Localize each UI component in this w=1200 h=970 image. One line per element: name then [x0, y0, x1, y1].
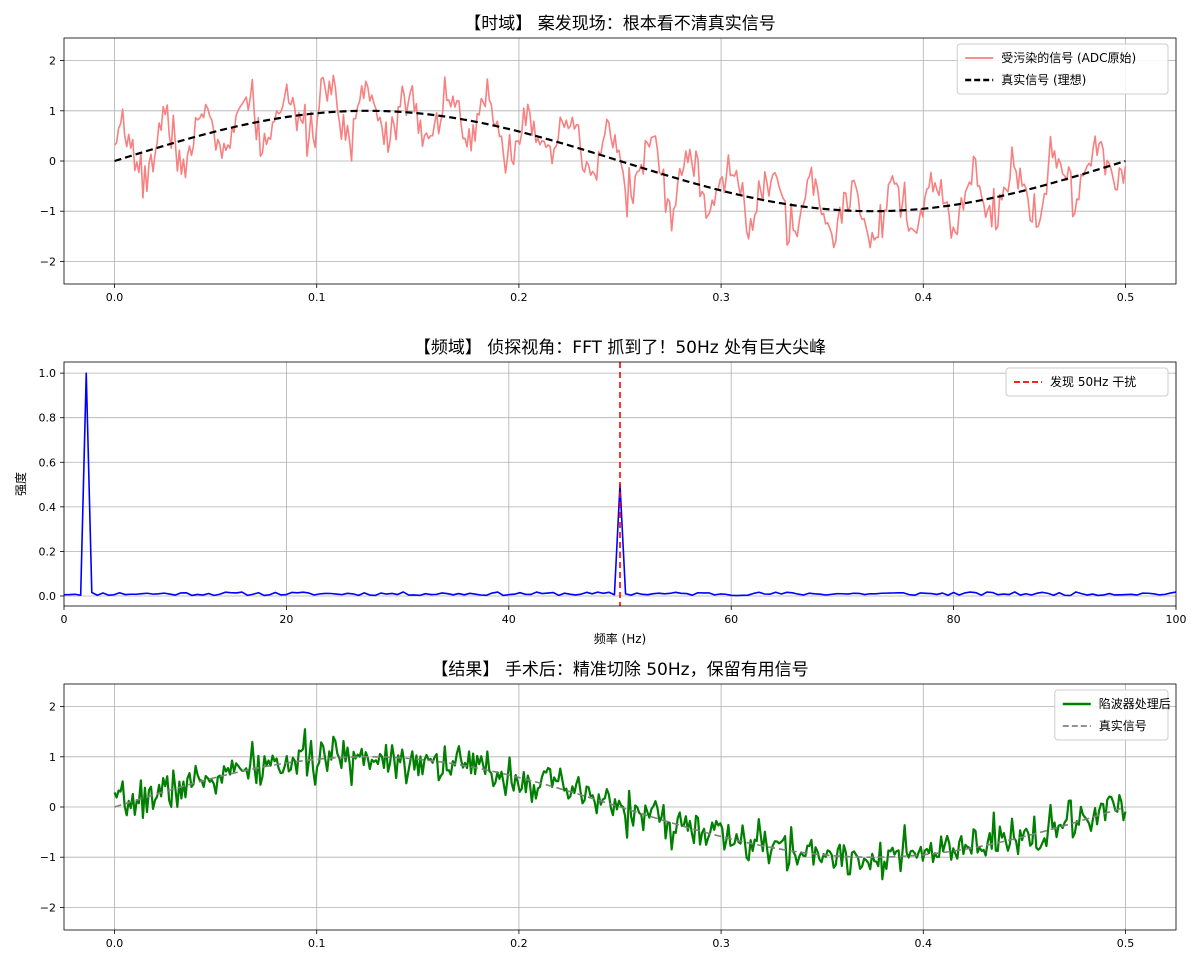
- legend-box: [1054, 689, 1169, 741]
- y-tick-label: −2: [40, 255, 56, 268]
- chart-1: 0.0 0.1 0.2 0.3 0.4 0.5 2 1 0 −1 −2 【时域】 案发现场：根本看不清…: [40, 14, 1177, 304]
- legend-label: 真实信号: [1099, 718, 1147, 733]
- chart-3: 0.0 0.1 0.2 0.3 0.4 0.5 2 1 0 −1 −2 【结果】 手术后：精准切除 5…: [40, 660, 1177, 950]
- y-tick-label: −1: [40, 205, 56, 218]
- legend-box: [956, 43, 1169, 95]
- y-tick-label: 0.8: [39, 412, 57, 425]
- x-tick-label: 0.4: [915, 291, 933, 304]
- y-tick-label: 0.4: [39, 501, 57, 514]
- x-tick-label: 0.2: [510, 937, 528, 950]
- series-line-1: [113, 74, 1127, 249]
- y-tick-label: 0.6: [39, 456, 57, 469]
- x-tick-label: 60: [724, 613, 738, 626]
- plot-area: [113, 74, 1127, 249]
- x-axis-label: 频率 (Hz): [594, 631, 647, 646]
- x-tick-label: 0.5: [1117, 937, 1135, 950]
- x-tick-label: 0.3: [712, 937, 730, 950]
- chart-title: 【频域】 侦探视角：FFT 抓到了！50Hz 处有巨大尖峰: [414, 338, 826, 358]
- x-tick-label: 0.4: [915, 937, 933, 950]
- y-tick-label: 0.0: [39, 590, 57, 603]
- legend-label: 发现 50Hz 干扰: [1050, 374, 1136, 389]
- x-tick-label: 0.0: [106, 937, 124, 950]
- x-tick-label: 100: [1166, 613, 1187, 626]
- x-tick-label: 40: [502, 613, 516, 626]
- chart-title: 【结果】 手术后：精准切除 50Hz，保留有用信号: [431, 660, 808, 680]
- x-tick-label: 80: [947, 613, 961, 626]
- series-line-2: [114, 756, 1126, 858]
- y-tick-label: 2: [49, 701, 56, 714]
- y-tick-label: 0: [49, 801, 56, 814]
- legend: 受污染的信号 (ADC原始) 真实信号 (理想): [956, 43, 1169, 95]
- x-tick-label: 0.5: [1117, 291, 1135, 304]
- y-tick-label: 1: [49, 105, 56, 118]
- x-tick-label: 0.2: [510, 291, 528, 304]
- legend-label: 受污染的信号 (ADC原始): [1001, 50, 1136, 65]
- y-tick-label: 1.0: [39, 367, 57, 380]
- legend-box: [1005, 367, 1169, 397]
- chart-title: 【时域】 案发现场：根本看不清真实信号: [464, 14, 775, 34]
- y-tick-label: 0: [49, 155, 56, 168]
- x-tick-label: 0.3: [712, 291, 730, 304]
- y-tick-label: −2: [40, 901, 56, 914]
- series-line-2: [114, 109, 1126, 213]
- series-line-1: [113, 728, 1127, 881]
- y-tick-label: 2: [49, 55, 56, 68]
- y-axis-label: 强度: [13, 472, 28, 496]
- plot-area: [113, 728, 1127, 881]
- legend-label: 陷波器处理后: [1099, 696, 1171, 711]
- y-tick-label: 1: [49, 751, 56, 764]
- x-tick-label: 20: [279, 613, 293, 626]
- legend-label: 真实信号 (理想): [1001, 72, 1086, 87]
- axes-frame: [63, 361, 1177, 607]
- legend: 发现 50Hz 干扰: [1005, 367, 1169, 397]
- y-tick-label: 0.2: [39, 545, 57, 558]
- x-tick-label: 0.1: [308, 291, 326, 304]
- x-tick-label: 0.0: [106, 291, 124, 304]
- y-tick-label: −1: [40, 851, 56, 864]
- plot-area: [64, 362, 1176, 606]
- x-tick-label: 0.1: [308, 937, 326, 950]
- chart-2: 0 20 40 60 80 100 1.0 0.8 0.6 0.4 0.2 0.0 【频域】 侦探视角：…: [13, 338, 1187, 646]
- x-tick-label: 0: [61, 613, 68, 626]
